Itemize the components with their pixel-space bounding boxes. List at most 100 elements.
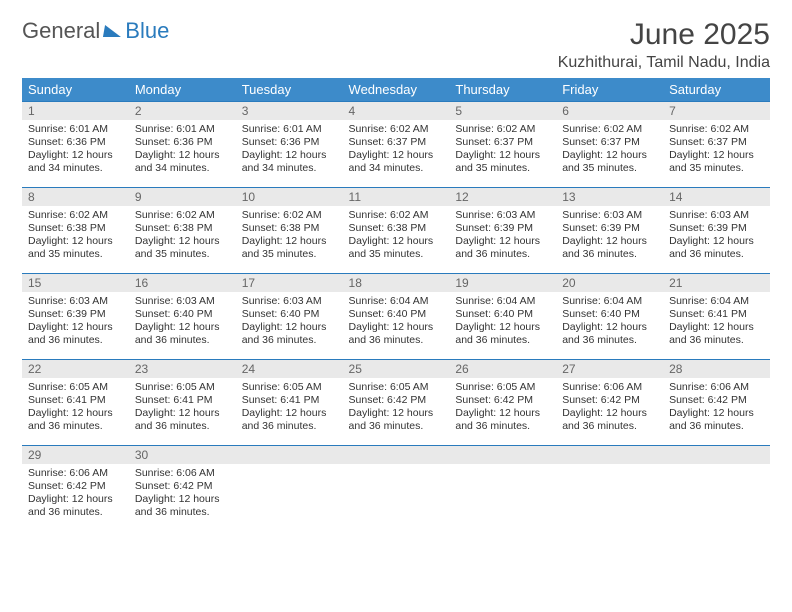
calendar-cell: 3Sunrise: 6:01 AMSunset: 6:36 PMDaylight… [236, 102, 343, 188]
weekday-header: Wednesday [343, 78, 450, 102]
calendar-cell: 16Sunrise: 6:03 AMSunset: 6:40 PMDayligh… [129, 274, 236, 360]
day-info: Sunrise: 6:05 AMSunset: 6:41 PMDaylight:… [22, 378, 129, 438]
day-number: 9 [129, 188, 236, 206]
calendar-cell: 30Sunrise: 6:06 AMSunset: 6:42 PMDayligh… [129, 446, 236, 532]
calendar-cell: 9Sunrise: 6:02 AMSunset: 6:38 PMDaylight… [129, 188, 236, 274]
day-info: Sunrise: 6:02 AMSunset: 6:37 PMDaylight:… [556, 120, 663, 180]
month-title: June 2025 [558, 18, 770, 52]
day-info: Sunrise: 6:02 AMSunset: 6:38 PMDaylight:… [22, 206, 129, 266]
brand-triangle-icon [103, 25, 123, 37]
day-number: 11 [343, 188, 450, 206]
day-number: 30 [129, 446, 236, 464]
day-info: Sunrise: 6:02 AMSunset: 6:38 PMDaylight:… [236, 206, 343, 266]
calendar-cell: 17Sunrise: 6:03 AMSunset: 6:40 PMDayligh… [236, 274, 343, 360]
calendar-header: SundayMondayTuesdayWednesdayThursdayFrid… [22, 78, 770, 102]
brand-logo: General Blue [22, 18, 169, 44]
calendar-cell: 21Sunrise: 6:04 AMSunset: 6:41 PMDayligh… [663, 274, 770, 360]
day-info-empty [663, 464, 770, 524]
day-number: 15 [22, 274, 129, 292]
calendar-cell: 4Sunrise: 6:02 AMSunset: 6:37 PMDaylight… [343, 102, 450, 188]
brand-word1: General [22, 18, 100, 44]
header: General Blue June 2025 Kuzhithurai, Tami… [22, 18, 770, 72]
weekday-row: SundayMondayTuesdayWednesdayThursdayFrid… [22, 78, 770, 102]
weekday-header: Thursday [449, 78, 556, 102]
day-number: 22 [22, 360, 129, 378]
day-info: Sunrise: 6:06 AMSunset: 6:42 PMDaylight:… [129, 464, 236, 524]
calendar-row: 15Sunrise: 6:03 AMSunset: 6:39 PMDayligh… [22, 274, 770, 360]
calendar-cell: 27Sunrise: 6:06 AMSunset: 6:42 PMDayligh… [556, 360, 663, 446]
day-info: Sunrise: 6:02 AMSunset: 6:37 PMDaylight:… [343, 120, 450, 180]
day-number: 18 [343, 274, 450, 292]
calendar-cell: 7Sunrise: 6:02 AMSunset: 6:37 PMDaylight… [663, 102, 770, 188]
weekday-header: Friday [556, 78, 663, 102]
calendar-row: 29Sunrise: 6:06 AMSunset: 6:42 PMDayligh… [22, 446, 770, 532]
calendar-cell: 10Sunrise: 6:02 AMSunset: 6:38 PMDayligh… [236, 188, 343, 274]
day-info: Sunrise: 6:05 AMSunset: 6:41 PMDaylight:… [236, 378, 343, 438]
day-number: 8 [22, 188, 129, 206]
day-info: Sunrise: 6:04 AMSunset: 6:40 PMDaylight:… [343, 292, 450, 352]
weekday-header: Sunday [22, 78, 129, 102]
calendar-cell: 15Sunrise: 6:03 AMSunset: 6:39 PMDayligh… [22, 274, 129, 360]
calendar-cell: 18Sunrise: 6:04 AMSunset: 6:40 PMDayligh… [343, 274, 450, 360]
calendar-body: 1Sunrise: 6:01 AMSunset: 6:36 PMDaylight… [22, 102, 770, 532]
calendar-row: 1Sunrise: 6:01 AMSunset: 6:36 PMDaylight… [22, 102, 770, 188]
day-number: 20 [556, 274, 663, 292]
calendar-cell: 12Sunrise: 6:03 AMSunset: 6:39 PMDayligh… [449, 188, 556, 274]
calendar-cell [343, 446, 450, 532]
day-info: Sunrise: 6:02 AMSunset: 6:38 PMDaylight:… [129, 206, 236, 266]
day-info: Sunrise: 6:02 AMSunset: 6:37 PMDaylight:… [663, 120, 770, 180]
day-number: 24 [236, 360, 343, 378]
day-number-empty [449, 446, 556, 464]
calendar-cell: 11Sunrise: 6:02 AMSunset: 6:38 PMDayligh… [343, 188, 450, 274]
day-number: 4 [343, 102, 450, 120]
day-info: Sunrise: 6:03 AMSunset: 6:39 PMDaylight:… [22, 292, 129, 352]
day-info: Sunrise: 6:04 AMSunset: 6:41 PMDaylight:… [663, 292, 770, 352]
calendar-cell: 5Sunrise: 6:02 AMSunset: 6:37 PMDaylight… [449, 102, 556, 188]
day-info-empty [343, 464, 450, 524]
day-info: Sunrise: 6:05 AMSunset: 6:42 PMDaylight:… [343, 378, 450, 438]
day-info-empty [556, 464, 663, 524]
calendar-cell: 28Sunrise: 6:06 AMSunset: 6:42 PMDayligh… [663, 360, 770, 446]
calendar-cell: 29Sunrise: 6:06 AMSunset: 6:42 PMDayligh… [22, 446, 129, 532]
calendar-row: 22Sunrise: 6:05 AMSunset: 6:41 PMDayligh… [22, 360, 770, 446]
day-info: Sunrise: 6:03 AMSunset: 6:39 PMDaylight:… [449, 206, 556, 266]
day-info-empty [236, 464, 343, 524]
calendar-cell: 26Sunrise: 6:05 AMSunset: 6:42 PMDayligh… [449, 360, 556, 446]
calendar-cell [556, 446, 663, 532]
weekday-header: Monday [129, 78, 236, 102]
day-info: Sunrise: 6:04 AMSunset: 6:40 PMDaylight:… [556, 292, 663, 352]
day-number: 19 [449, 274, 556, 292]
day-number-empty [236, 446, 343, 464]
day-number: 16 [129, 274, 236, 292]
calendar-cell: 19Sunrise: 6:04 AMSunset: 6:40 PMDayligh… [449, 274, 556, 360]
day-number: 13 [556, 188, 663, 206]
day-number: 6 [556, 102, 663, 120]
brand-word2: Blue [125, 18, 169, 44]
calendar-cell: 8Sunrise: 6:02 AMSunset: 6:38 PMDaylight… [22, 188, 129, 274]
day-number: 21 [663, 274, 770, 292]
calendar-cell [449, 446, 556, 532]
day-number: 12 [449, 188, 556, 206]
day-number: 25 [343, 360, 450, 378]
weekday-header: Saturday [663, 78, 770, 102]
day-info: Sunrise: 6:02 AMSunset: 6:38 PMDaylight:… [343, 206, 450, 266]
day-number: 7 [663, 102, 770, 120]
day-info: Sunrise: 6:03 AMSunset: 6:40 PMDaylight:… [236, 292, 343, 352]
day-number-empty [343, 446, 450, 464]
day-number: 14 [663, 188, 770, 206]
title-block: June 2025 Kuzhithurai, Tamil Nadu, India [558, 18, 770, 72]
day-number: 3 [236, 102, 343, 120]
day-info: Sunrise: 6:05 AMSunset: 6:41 PMDaylight:… [129, 378, 236, 438]
day-info: Sunrise: 6:06 AMSunset: 6:42 PMDaylight:… [556, 378, 663, 438]
day-info-empty [449, 464, 556, 524]
calendar-cell: 22Sunrise: 6:05 AMSunset: 6:41 PMDayligh… [22, 360, 129, 446]
day-number-empty [556, 446, 663, 464]
day-info: Sunrise: 6:01 AMSunset: 6:36 PMDaylight:… [236, 120, 343, 180]
weekday-header: Tuesday [236, 78, 343, 102]
day-number: 2 [129, 102, 236, 120]
calendar-cell [663, 446, 770, 532]
day-number: 26 [449, 360, 556, 378]
day-number: 28 [663, 360, 770, 378]
day-info: Sunrise: 6:03 AMSunset: 6:39 PMDaylight:… [663, 206, 770, 266]
day-info: Sunrise: 6:03 AMSunset: 6:40 PMDaylight:… [129, 292, 236, 352]
